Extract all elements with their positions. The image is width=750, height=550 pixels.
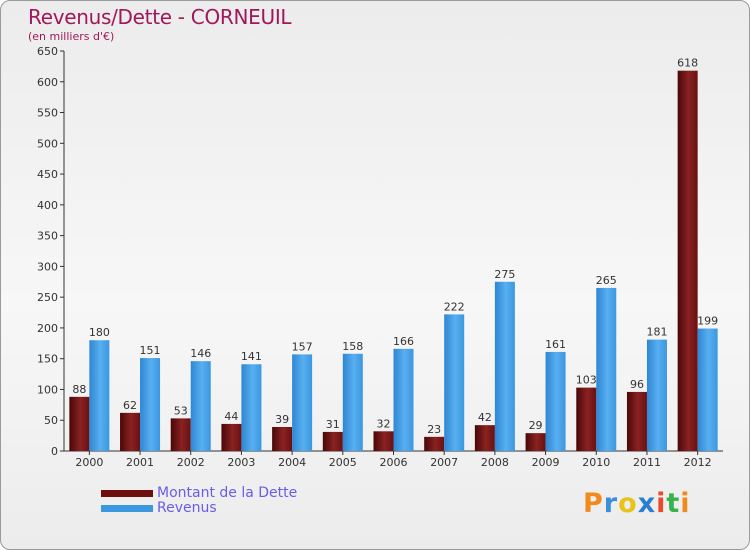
bar-revenue — [393, 348, 414, 451]
data-label-revenue: 161 — [545, 338, 566, 351]
x-tick-label: 2010 — [582, 456, 610, 469]
data-label-debt: 42 — [478, 411, 492, 424]
y-tick-label: 250 — [37, 291, 58, 304]
data-label-debt: 88 — [72, 383, 86, 396]
y-tick-label: 550 — [37, 107, 58, 120]
data-label-debt: 53 — [174, 404, 188, 417]
y-tick-label: 400 — [37, 199, 58, 212]
logo-letter: i — [656, 488, 667, 519]
bar-debt — [120, 412, 141, 451]
bar-revenue — [545, 351, 566, 451]
x-tick-label: 2000 — [75, 456, 103, 469]
data-label-revenue: 141 — [241, 350, 262, 363]
y-tick-label: 0 — [51, 445, 58, 458]
y-tick-label: 650 — [37, 45, 58, 58]
logo-letter: i — [680, 488, 691, 519]
y-tick-label: 350 — [37, 230, 58, 243]
bar-revenue — [494, 281, 515, 451]
bar-debt — [424, 436, 445, 451]
x-tick-label: 2007 — [430, 456, 458, 469]
bar-revenue — [140, 358, 161, 451]
bar-debt — [626, 391, 647, 451]
bar-debt — [322, 431, 343, 451]
bar-debt — [576, 387, 597, 451]
y-tick-label: 100 — [37, 383, 58, 396]
bar-debt — [677, 70, 698, 451]
logo-letter: r — [603, 488, 619, 519]
data-label-debt: 39 — [275, 413, 289, 426]
data-label-revenue: 158 — [342, 340, 363, 353]
bar-revenue — [444, 314, 465, 451]
chart-title: Revenus/Dette - CORNEUIL — [28, 5, 292, 29]
legend-swatch-debt — [101, 490, 153, 497]
legend-swatch-revenue — [101, 505, 153, 512]
data-label-debt: 44 — [224, 410, 238, 423]
bar-revenue — [596, 287, 617, 451]
data-label-revenue: 151 — [140, 344, 161, 357]
chart-subtitle: (en milliers d'€) — [28, 30, 115, 43]
data-label-revenue: 199 — [697, 315, 718, 328]
y-tick-label: 500 — [37, 137, 58, 150]
x-tick-label: 2002 — [177, 456, 205, 469]
x-tick-label: 2006 — [380, 456, 408, 469]
bar-debt — [272, 427, 293, 451]
data-label-debt: 23 — [427, 423, 441, 436]
data-label-debt: 32 — [377, 417, 391, 430]
x-tick-label: 2011 — [633, 456, 661, 469]
logo-letter: o — [618, 488, 638, 519]
data-label-debt: 618 — [677, 57, 698, 70]
logo-letter: t — [666, 488, 681, 519]
data-label-revenue: 146 — [190, 347, 211, 360]
data-label-debt: 31 — [326, 418, 340, 431]
y-tick-label: 300 — [37, 260, 58, 273]
bar-debt — [373, 431, 394, 451]
data-label-debt: 29 — [529, 419, 543, 432]
bar-revenue — [292, 354, 313, 451]
y-tick-label: 200 — [37, 322, 58, 335]
data-label-revenue: 265 — [596, 274, 617, 287]
bar-revenue — [241, 364, 262, 451]
data-label-revenue: 166 — [393, 335, 414, 348]
x-tick-label: 2012 — [684, 456, 712, 469]
data-label-debt: 62 — [123, 399, 137, 412]
bar-debt — [221, 423, 242, 451]
data-label-revenue: 275 — [494, 268, 515, 281]
y-tick-label: 50 — [44, 414, 58, 427]
x-tick-label: 2009 — [532, 456, 560, 469]
data-label-revenue: 180 — [89, 326, 110, 339]
bar-revenue — [89, 340, 110, 451]
bar-revenue — [190, 361, 211, 451]
bar-debt — [170, 418, 191, 451]
logo-letter: x — [637, 488, 657, 519]
x-tick-label: 2001 — [126, 456, 154, 469]
x-tick-label: 2005 — [329, 456, 357, 469]
y-tick-label: 150 — [37, 353, 58, 366]
proxiti-logo: Proxiti — [583, 488, 691, 519]
bar-revenue — [646, 339, 667, 451]
x-tick-label: 2004 — [278, 456, 306, 469]
bar-revenue — [342, 353, 363, 451]
y-tick-label: 450 — [37, 168, 58, 181]
data-label-revenue: 181 — [646, 326, 667, 339]
legend-label-revenue: Revenus — [157, 500, 217, 516]
data-label-revenue: 222 — [444, 300, 465, 313]
x-tick-label: 2003 — [227, 456, 255, 469]
data-label-debt: 103 — [576, 374, 597, 387]
bar-debt — [474, 425, 495, 451]
bar-revenue — [697, 328, 718, 451]
x-tick-label: 2008 — [481, 456, 509, 469]
bar-debt — [69, 396, 90, 451]
logo-letter: P — [583, 488, 604, 519]
y-tick-label: 600 — [37, 76, 58, 89]
data-label-revenue: 157 — [292, 340, 313, 353]
legend-label-debt: Montant de la Dette — [157, 485, 298, 501]
data-label-debt: 96 — [630, 378, 644, 391]
bar-debt — [525, 433, 546, 451]
